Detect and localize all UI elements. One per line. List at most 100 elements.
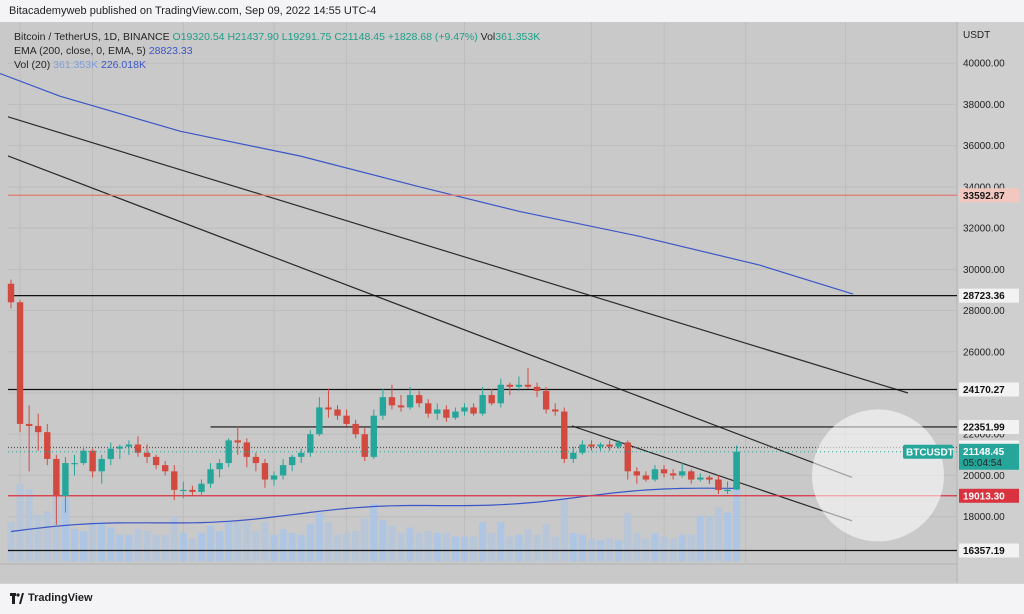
candle-body	[216, 463, 223, 470]
candle-body	[198, 483, 205, 492]
volume-bar	[569, 532, 577, 562]
legend-vol20-b: 226.018K	[101, 59, 146, 71]
price-tick-label: 28000.00	[963, 306, 1005, 317]
volume-bar	[370, 503, 378, 562]
candle-body	[125, 444, 133, 447]
volume-bar	[651, 532, 659, 562]
candle-body	[570, 452, 577, 459]
volume-bar	[560, 498, 568, 562]
candle-body	[89, 450, 96, 472]
volume-bar	[306, 523, 314, 562]
candle-body	[724, 489, 731, 492]
price-tick-label: 26000.00	[963, 347, 1005, 358]
volume-bar	[116, 534, 124, 562]
candle-body	[479, 395, 486, 414]
level-label-bg	[959, 188, 1019, 203]
volume-bar	[687, 534, 695, 562]
volume-bar	[279, 529, 287, 562]
legend-row-vol20[interactable]: Vol (20) 361.353K 226.018K	[14, 58, 540, 72]
level-label-bg	[959, 543, 1019, 558]
candle-body	[16, 302, 24, 424]
candle-body	[143, 452, 151, 457]
candle-body	[606, 444, 613, 447]
candle-body	[443, 409, 450, 418]
legend-ema-label: EMA (200, close, 0, EMA, 5)	[14, 45, 146, 57]
candle-body	[434, 409, 441, 414]
legend-vol-value: 361.353K	[495, 31, 541, 43]
level-label-bg	[959, 419, 1019, 434]
legend-low: L19291.75	[281, 31, 332, 43]
volume-bar	[288, 532, 296, 562]
level-label-bg	[959, 382, 1019, 397]
level-label-bg	[959, 488, 1019, 503]
symbol-tag-bg	[903, 444, 953, 459]
volume-bar	[361, 518, 369, 562]
countdown-label: 05:04:54	[963, 458, 1002, 469]
price-tick-label: 40000.00	[963, 59, 1005, 70]
volume-bar	[352, 531, 360, 562]
candle-body	[552, 409, 559, 412]
candle-body	[497, 384, 504, 404]
trendline-middle	[7, 155, 853, 479]
volume-bar	[424, 531, 432, 562]
volume-bar	[179, 532, 187, 562]
level-label-bg	[959, 288, 1019, 303]
volume-bar	[216, 531, 224, 562]
volume-bar	[61, 498, 70, 562]
volume-bar	[315, 512, 323, 562]
candle-body	[470, 407, 477, 414]
candle-body	[325, 407, 332, 410]
publisher-text: Bitacademyweb published on TradingView.c…	[9, 5, 377, 17]
volume-bar	[79, 531, 88, 562]
candle-body	[615, 442, 622, 447]
volume-bar	[134, 529, 142, 562]
candle-body	[597, 444, 604, 447]
price-tick-label: 32000.00	[963, 224, 1005, 235]
candle-body	[642, 475, 650, 480]
volume-bar	[497, 522, 505, 562]
candle-body	[524, 384, 532, 387]
price-tick-label: 18000.00	[963, 512, 1005, 523]
volume-bar	[324, 522, 333, 562]
candle-body	[288, 456, 296, 466]
volume-bar	[197, 532, 206, 562]
volume-bar	[388, 525, 396, 562]
candle-body	[533, 386, 541, 391]
level-label: 24170.27	[963, 385, 1005, 396]
volume-bar	[515, 534, 523, 562]
legend-vol20-a: 361.353K	[53, 59, 99, 71]
chart-legend: Bitcoin / TetherUS, 1D, BINANCE O19320.5…	[14, 30, 540, 72]
volume-bar	[506, 536, 514, 562]
candle-body	[261, 463, 269, 480]
volume-bar	[342, 532, 351, 562]
candle-body	[25, 423, 33, 426]
legend-vol20-label: Vol (20)	[14, 59, 51, 71]
candle-body	[80, 450, 87, 464]
volume-bar	[714, 507, 723, 562]
candle-body	[270, 475, 278, 480]
level-label: 16357.19	[963, 546, 1005, 557]
volume-bar	[270, 534, 278, 562]
price-chart[interactable]: USDT 40000.00 38000.00 36000.00 34000.00 3200…	[0, 22, 1024, 583]
candle-body	[343, 415, 350, 424]
legend-close: C21148.45	[334, 31, 385, 43]
candle-body	[515, 384, 523, 387]
candle-body	[406, 395, 414, 408]
level-label: 33592.87	[963, 191, 1005, 202]
symbol-tag: BTCUSDT	[906, 447, 954, 458]
footer-brand[interactable]: TradingView	[28, 592, 93, 604]
candle-body	[669, 473, 677, 476]
candle-body	[44, 432, 51, 459]
candle-body	[425, 403, 432, 414]
volume-bar	[551, 536, 559, 562]
volume-bar	[25, 489, 33, 562]
volume-bar	[234, 522, 242, 562]
candle-body	[415, 395, 423, 404]
volume-bar	[397, 532, 405, 562]
volume-bar	[469, 536, 478, 562]
legend-row-ema[interactable]: EMA (200, close, 0, EMA, 5) 28823.33	[14, 44, 540, 58]
ema-200-line	[0, 72, 854, 295]
volume-bar	[578, 534, 587, 562]
volume-bar	[524, 529, 532, 562]
candle-body	[298, 452, 305, 457]
